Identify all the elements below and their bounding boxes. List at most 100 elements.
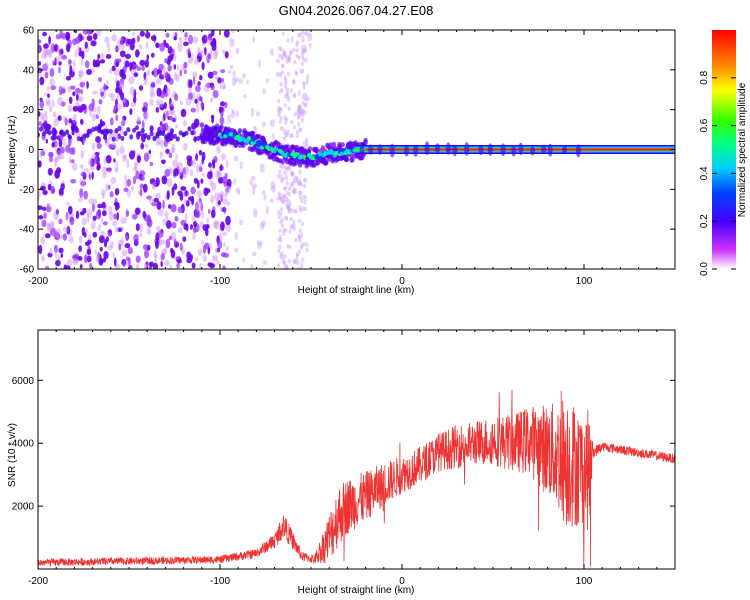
noise-blob <box>296 115 300 120</box>
noise-blob <box>289 133 293 138</box>
noise-blob <box>250 107 254 118</box>
noise-blob <box>199 263 202 269</box>
noise-blob <box>125 256 130 261</box>
stable-line-bump <box>377 144 383 155</box>
noise-blob <box>107 245 113 251</box>
noise-blob <box>106 42 110 48</box>
noise-blob <box>89 164 96 171</box>
noise-blob <box>115 98 118 107</box>
noise-blob <box>129 61 133 72</box>
noise-blob <box>103 156 107 166</box>
noise-blob <box>145 261 149 267</box>
noise-blob <box>44 233 51 239</box>
noise-blob <box>83 190 88 200</box>
noise-blob <box>218 172 222 177</box>
noise-blob <box>242 72 246 79</box>
noise-blob <box>180 64 185 71</box>
noise-blob <box>280 177 285 182</box>
noise-blob <box>57 96 63 106</box>
noise-blob <box>115 114 119 122</box>
noise-blob <box>297 122 301 127</box>
noise-blob <box>204 34 208 42</box>
noise-blob <box>280 223 284 229</box>
noise-blob <box>51 99 55 108</box>
noise-blob <box>148 149 152 154</box>
noise-blob <box>169 115 174 121</box>
noise-blob <box>88 103 94 112</box>
noise-blob <box>211 209 216 219</box>
noise-blob <box>209 49 213 55</box>
colorbar-label: Normalized spectral amplitude <box>737 82 748 217</box>
noise-blob <box>297 238 302 243</box>
stable-line-bump <box>511 145 517 157</box>
noise-blob <box>210 30 215 37</box>
noise-blob <box>51 59 56 65</box>
noise-blob <box>275 71 280 78</box>
noise-blob <box>227 201 231 207</box>
noise-blob <box>156 87 162 97</box>
stable-line-bump <box>404 145 410 157</box>
noise-blob <box>196 190 203 198</box>
noise-blob <box>101 210 107 217</box>
spectrogram-xtick-label: 100 <box>576 276 593 287</box>
snr-xtick-label: -100 <box>210 576 230 587</box>
noise-blob <box>64 117 68 126</box>
noise-blob <box>161 159 166 165</box>
noise-blob <box>166 110 169 118</box>
noise-blob <box>210 41 214 47</box>
noise-blob <box>219 206 223 212</box>
noise-blob <box>39 76 45 86</box>
noise-blob <box>283 264 289 269</box>
noise-blob <box>68 134 72 140</box>
noise-blob <box>283 129 287 134</box>
noise-blob <box>123 216 127 224</box>
noise-blob <box>300 198 304 203</box>
noise-blob <box>40 111 44 121</box>
noise-blob <box>169 264 173 269</box>
stable-line-bump <box>452 144 458 157</box>
noise-blob <box>285 204 289 209</box>
noise-blob <box>177 43 183 52</box>
noise-blob <box>149 85 155 96</box>
noise-blob <box>68 156 72 164</box>
stable-line-bump <box>530 146 536 156</box>
noise-blob <box>279 82 283 87</box>
noise-blob <box>55 33 61 40</box>
noise-blob <box>190 130 195 136</box>
snr-xtick-label: 100 <box>576 576 593 587</box>
noise-blob <box>287 207 291 212</box>
noise-blob <box>96 105 101 115</box>
noise-blob <box>290 36 294 44</box>
stable-line-bump <box>445 142 451 155</box>
noise-blob <box>50 220 55 228</box>
noise-blob <box>286 94 290 100</box>
noise-blob <box>284 120 288 125</box>
noise-blob <box>191 122 197 130</box>
noise-blob <box>146 54 149 61</box>
noise-blob <box>290 208 294 213</box>
noise-blob <box>294 208 298 214</box>
noise-blob <box>269 198 274 203</box>
ridge-halo <box>210 134 215 140</box>
noise-blob <box>285 181 289 186</box>
noise-blob <box>235 187 241 193</box>
noise-blob <box>109 191 114 198</box>
noise-blob <box>216 169 222 179</box>
noise-blob <box>111 65 116 72</box>
noise-blob <box>163 122 169 131</box>
noise-blob <box>143 152 149 162</box>
noise-blob <box>281 63 285 68</box>
noise-blob <box>289 216 293 222</box>
noise-blob <box>97 125 102 131</box>
noise-blob <box>199 74 203 81</box>
noise-blob <box>296 261 300 266</box>
noise-blob <box>38 244 43 255</box>
noise-blob <box>219 81 226 90</box>
noise-blob <box>135 263 140 269</box>
noise-blob <box>286 166 292 172</box>
noise-blob <box>124 60 130 68</box>
snr-ytick-label: 6000 <box>12 376 35 387</box>
ridge-core <box>317 151 323 157</box>
noise-blob <box>304 137 308 143</box>
noise-blob <box>58 138 63 148</box>
